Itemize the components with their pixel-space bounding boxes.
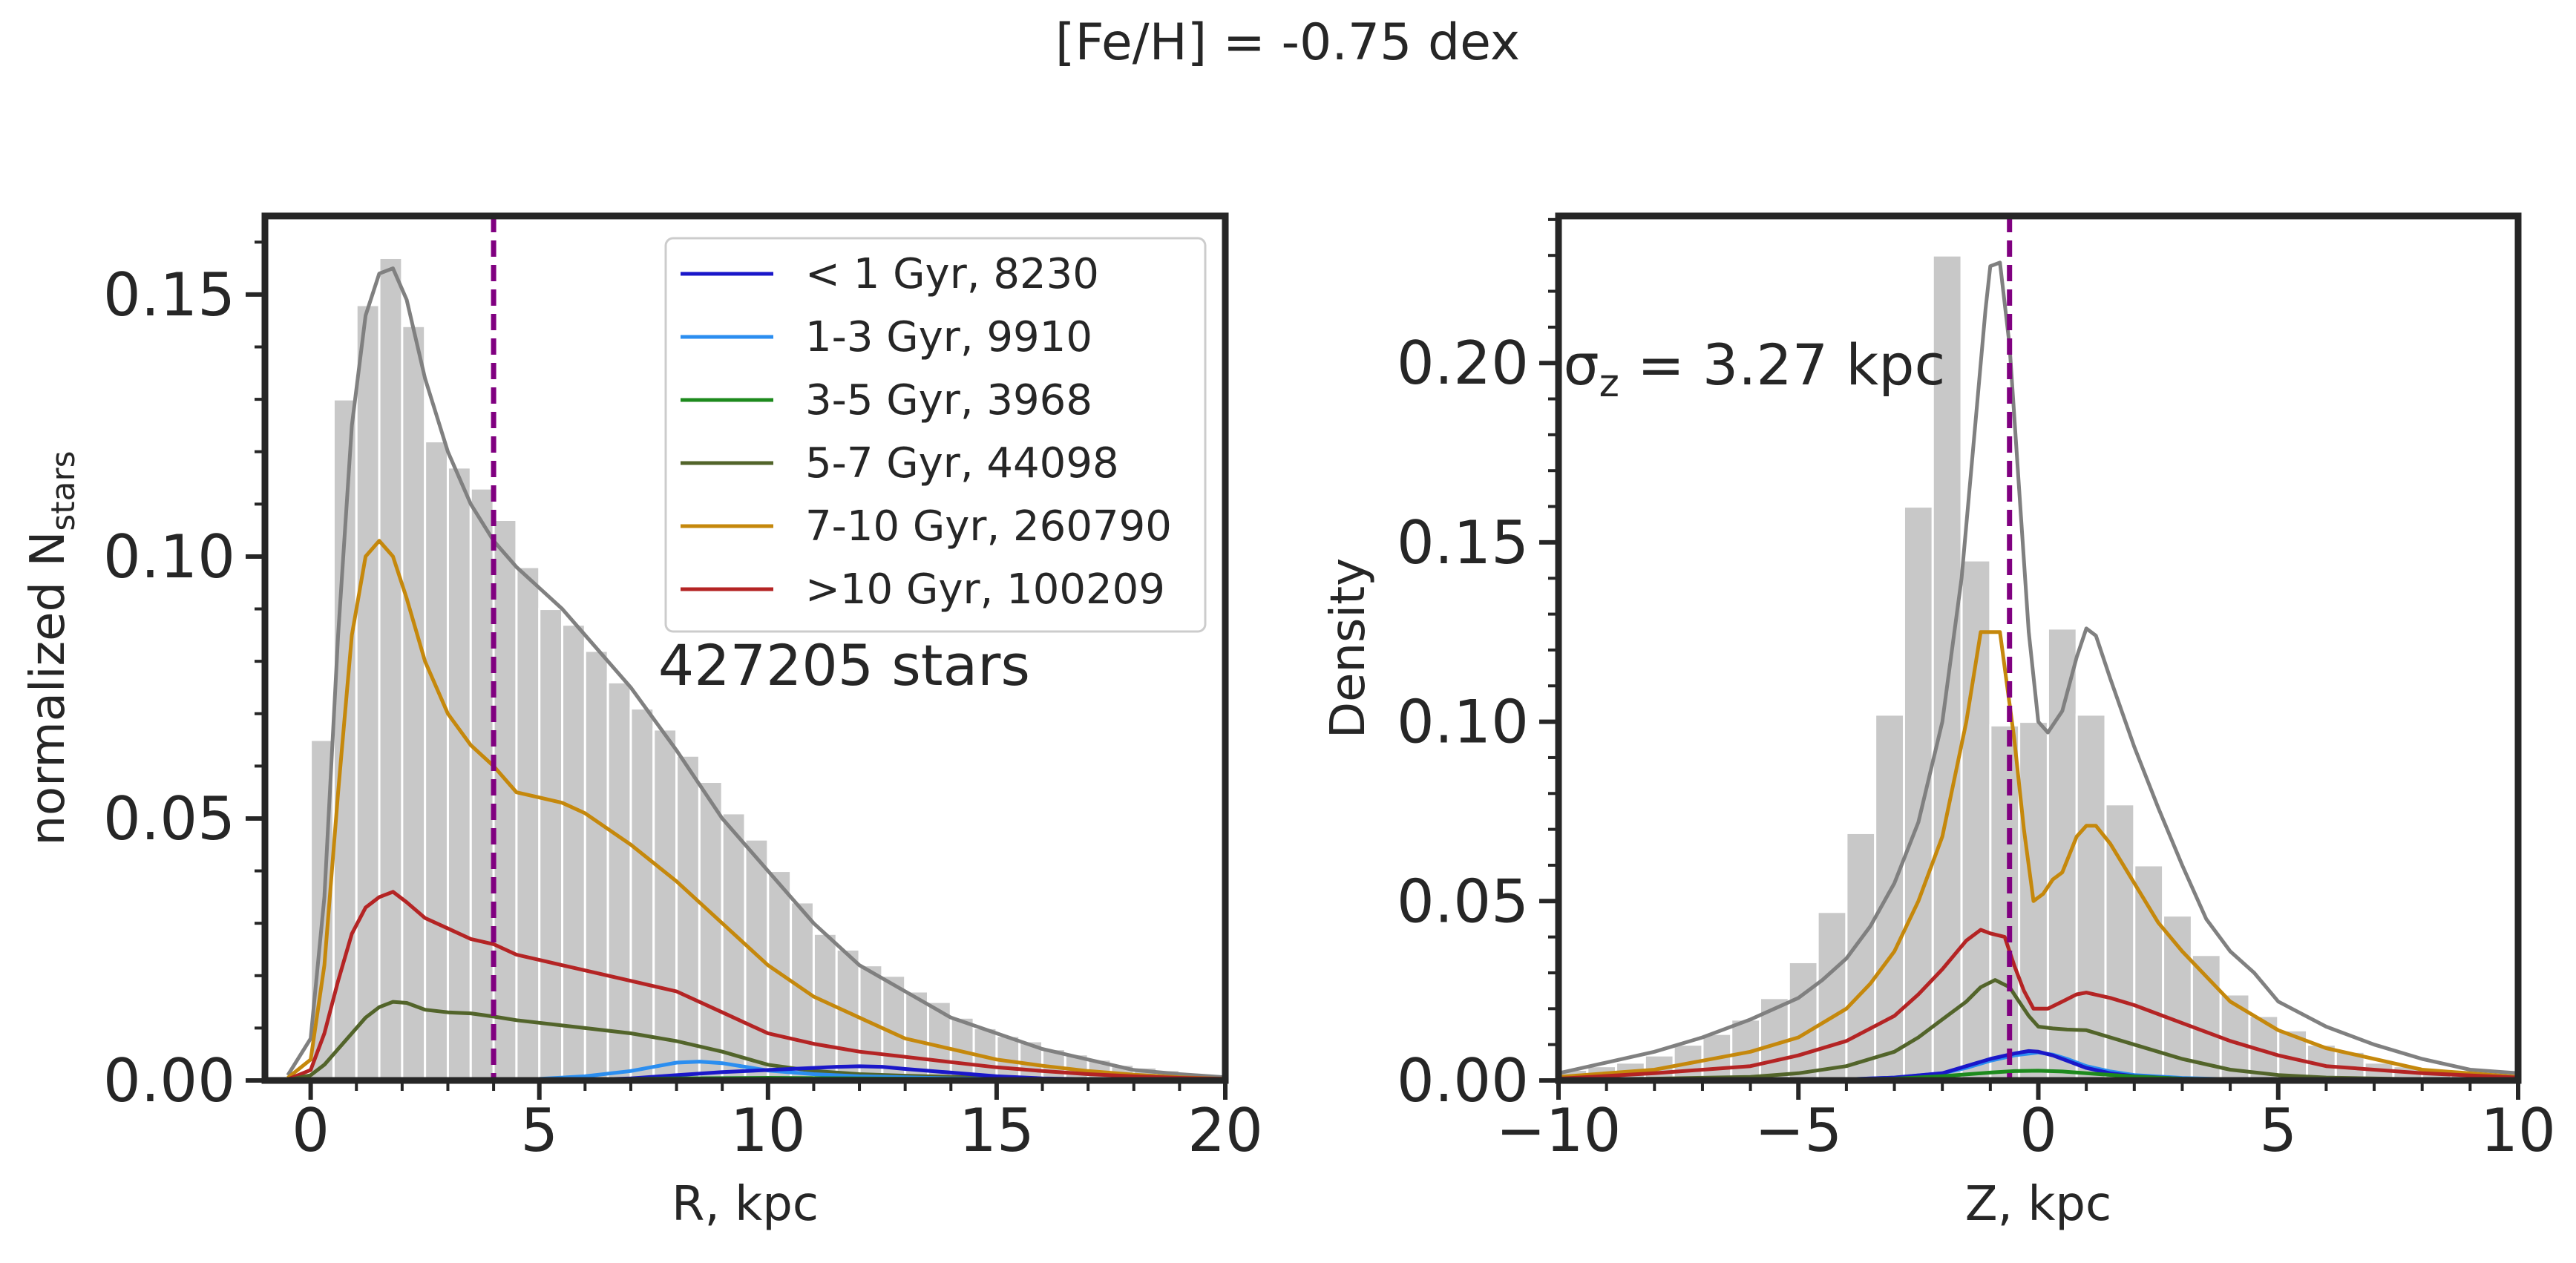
plot-area (286, 216, 1225, 1080)
panel-vertical-distribution: −10 −5 0 5 10 0.00 0.05 0.10 0.15 0.20 Z, kpc Densi… (1321, 212, 2556, 1232)
x-axis-label: Z, kpc (1965, 1177, 2111, 1232)
histogram-bar (1989, 724, 2021, 1080)
sigma-subscript: z (1599, 361, 1619, 406)
histogram-bar (378, 256, 404, 1080)
histogram-bar (790, 901, 815, 1080)
x-axis-label: R, kpc (672, 1177, 819, 1232)
histogram-bar (652, 728, 678, 1080)
legend: < 1 Gyr, 8230 1-3 Gyr, 9910 3-5 Gyr, 3968 5… (664, 237, 1207, 633)
y-tick-label: 0.10 (103, 522, 235, 591)
histogram-bar (2104, 803, 2136, 1080)
series-line-7-10-gyr (1559, 630, 2518, 1079)
histogram-bar (1816, 911, 1848, 1080)
star-count-annotation: 427205 stars (658, 632, 1030, 698)
legend-label-1-3-gyr-9910: 1-3 Gyr, 9910 (805, 313, 1092, 361)
series-line-all (286, 266, 1225, 1080)
x-tick-label: 5 (2259, 1096, 2297, 1165)
figure-title: [Fe/H] = -0.75 dex (1055, 13, 1520, 72)
sigma-symbol: σ (1563, 332, 1599, 398)
series-line-gt10-gyr (286, 890, 1225, 1080)
x-tick-label: −5 (1754, 1096, 1842, 1165)
sigma-annotation: σz = 3.27 kpc (1563, 332, 1945, 406)
histogram-bar (355, 304, 381, 1080)
y-tick-label: 0.20 (1397, 329, 1529, 398)
histogram-bar (1845, 831, 1877, 1080)
y-axis-label-main: normalized N (21, 531, 76, 846)
x-tick-label: 10 (2480, 1096, 2556, 1165)
x-tick-label: 0 (292, 1096, 330, 1165)
histogram-bar (515, 565, 541, 1080)
histogram-bar (2075, 713, 2107, 1080)
legend-label-lt-1-gyr-8230: < 1 Gyr, 8230 (805, 250, 1099, 298)
panel-radial-distribution: 0 5 10 15 20 0.00 0.05 0.10 0.15 R, kpc normalized… (21, 212, 1263, 1232)
legend-label-5-7-gyr-44098: 5-7 Gyr, 44098 (805, 439, 1119, 488)
series-line-all (1559, 260, 2518, 1075)
legend-label-gt10-gyr-100209: >10 Gyr, 100209 (805, 565, 1165, 614)
histogram-bar (675, 754, 701, 1080)
histogram-bar (904, 990, 929, 1080)
histogram-bar (606, 680, 632, 1080)
y-tick-label: 0.05 (103, 784, 235, 853)
y-axis-label: Density (1321, 558, 1376, 738)
plot-area (1559, 216, 2518, 1080)
y-tick-label: 0.05 (1397, 867, 1529, 936)
x-tick-label: 15 (959, 1096, 1035, 1165)
x-tick-label: −10 (1496, 1096, 1622, 1165)
y-axis-label: normalized Nstars (21, 451, 82, 846)
y-tick-label: 0.00 (103, 1046, 235, 1115)
legend-box (664, 237, 1207, 633)
series-line-7-10-gyr (286, 539, 1225, 1080)
y-tick-label: 0.10 (1397, 688, 1529, 757)
histogram-bar (1787, 960, 1819, 1080)
histogram-bar (561, 623, 586, 1080)
legend-label-3-5-gyr-3968: 3-5 Gyr, 3968 (805, 376, 1092, 424)
histogram-bar (538, 608, 564, 1080)
x-tick-label: 20 (1187, 1096, 1263, 1165)
histogram-bar (492, 519, 518, 1080)
x-tick-label: 0 (2019, 1096, 2057, 1165)
axes-frame (261, 212, 1229, 1084)
histogram-bar (583, 649, 609, 1080)
legend-label-7-10-gyr-260790: 7-10 Gyr, 260790 (805, 502, 1172, 551)
y-tick-label: 0.15 (103, 260, 235, 329)
histogram-bar (2046, 627, 2078, 1080)
histogram-bar (767, 870, 793, 1080)
x-tick-label: 10 (730, 1096, 806, 1165)
x-tick-label: 5 (520, 1096, 558, 1165)
histogram-bar (629, 707, 655, 1080)
histogram-bar (424, 440, 449, 1080)
series-line-gt10-gyr (1559, 928, 2518, 1080)
series-line-5-7-gyr (1559, 978, 2518, 1080)
histogram-bar (401, 324, 427, 1080)
sigma-value: = 3.27 kpc (1619, 332, 1945, 398)
histogram-bar (721, 812, 747, 1080)
y-tick-label: 0.15 (1397, 508, 1529, 577)
histogram-bar (698, 781, 724, 1080)
y-axis-label-sub: stars (45, 451, 82, 531)
histogram-bar (469, 487, 495, 1080)
y-tick-label: 0.00 (1397, 1046, 1529, 1115)
histogram-bar (446, 466, 472, 1080)
